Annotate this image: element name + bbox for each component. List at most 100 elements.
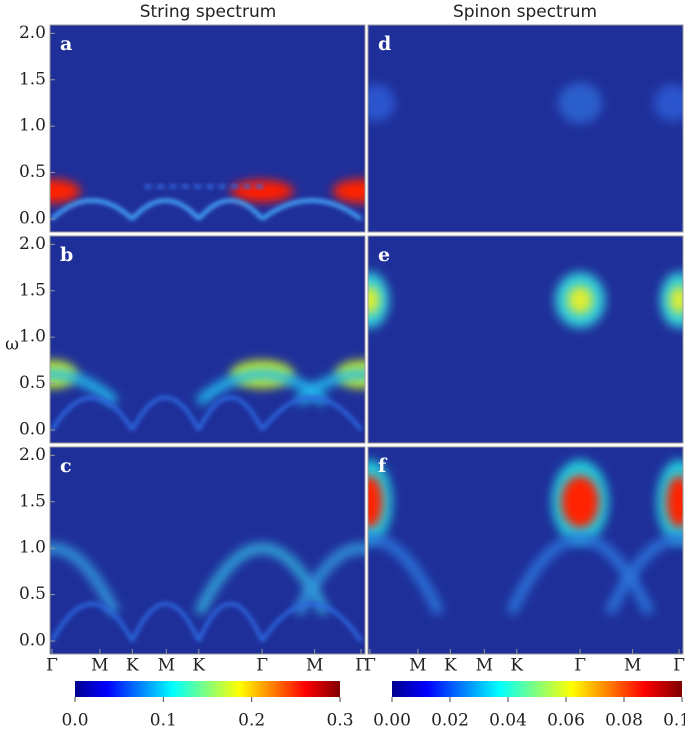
x-tick-label: Γ <box>256 656 268 676</box>
intensity-blob <box>561 475 600 528</box>
colorbar-tick-label: 0.2 <box>238 711 265 731</box>
heatmap-background <box>50 25 365 232</box>
heatmap-panel <box>368 447 683 654</box>
heatmap-panel <box>50 25 365 232</box>
panel-frame <box>49 235 366 444</box>
x-tick-label: M <box>476 656 493 676</box>
intensity-blob <box>368 84 396 122</box>
colorbar <box>392 681 682 697</box>
y-tick-label: 1.5 <box>19 69 46 89</box>
x-tick-label: Γ <box>574 656 586 676</box>
intensity-blob <box>368 286 380 314</box>
faint-dash <box>169 184 177 189</box>
faint-dash <box>157 184 165 189</box>
faint-dash <box>144 184 152 189</box>
column-title: Spinon spectrum <box>453 2 597 22</box>
panel-frame <box>367 235 684 444</box>
heatmap-background <box>368 25 683 232</box>
y-tick-label: 1.0 <box>19 538 46 558</box>
panel-label: e <box>378 244 390 266</box>
y-tick-label: 2.0 <box>19 234 46 254</box>
x-tick-label: M <box>91 656 108 676</box>
panel-frame <box>367 24 684 233</box>
x-tick-label: Γ <box>673 656 685 676</box>
faint-dash <box>181 184 189 189</box>
faint-dash <box>194 184 202 189</box>
intensity-blob <box>567 286 593 314</box>
colorbar-tick-label: 0.0 <box>61 711 88 731</box>
y-tick-label: 2.0 <box>19 445 46 465</box>
x-tick-label: K <box>444 656 457 676</box>
column-title: String spectrum <box>140 2 277 22</box>
colorbar-tick-label: 0.10 <box>663 711 685 731</box>
colorbar-tick-label: 0.06 <box>547 711 585 731</box>
heatmap-panel <box>368 25 683 232</box>
heatmap-background <box>50 236 365 443</box>
y-tick-label: 1.5 <box>19 280 46 300</box>
intensity-blob <box>50 179 81 204</box>
dispersion-band <box>293 543 365 616</box>
x-tick-label: M <box>409 656 426 676</box>
intensity-blob <box>666 475 683 528</box>
dispersion-band <box>294 369 365 406</box>
faint-dash <box>243 184 251 189</box>
intensity-blob <box>368 475 383 528</box>
intensity-blob <box>669 286 683 314</box>
x-tick-label: M <box>624 656 641 676</box>
x-tick-label: M <box>306 656 323 676</box>
colorbar-tick-label: 0.00 <box>373 711 411 731</box>
x-tick-label: Γ <box>355 656 367 676</box>
dispersion-line <box>50 198 363 221</box>
dispersion-line <box>50 395 363 432</box>
dispersion-band <box>368 534 444 616</box>
y-tick-label: 1.0 <box>19 327 46 347</box>
heatmap-background <box>50 447 365 654</box>
panel-label: d <box>378 33 391 55</box>
panel-label: c <box>60 455 72 477</box>
y-tick-label: 0.5 <box>19 162 46 182</box>
colorbar-tick-label: 0.04 <box>489 711 527 731</box>
intensity-blob <box>558 82 603 124</box>
x-tick-label: K <box>510 656 523 676</box>
colorbar <box>75 681 340 697</box>
heatmap-background <box>368 236 683 443</box>
colorbar-tick-label: 0.08 <box>605 711 643 731</box>
y-tick-label: 2.0 <box>19 23 46 43</box>
heatmap-panel <box>50 447 365 654</box>
dispersion-line <box>50 601 363 643</box>
heatmap-panel <box>50 236 365 443</box>
faint-dash <box>231 184 239 189</box>
x-tick-label: K <box>192 656 205 676</box>
intensity-blob <box>653 84 683 122</box>
panel-frame <box>49 24 366 233</box>
y-tick-label: 0.5 <box>19 373 46 393</box>
dispersion-band <box>605 534 683 616</box>
colorbar-tick-label: 0.3 <box>326 711 353 731</box>
x-tick-label: M <box>158 656 175 676</box>
panel-label: a <box>60 33 72 55</box>
colorbar-tick-label: 0.1 <box>150 711 177 731</box>
panel-frame <box>49 446 366 655</box>
panel-label: b <box>60 244 73 266</box>
heatmap-background <box>368 447 683 654</box>
panel-frame <box>367 446 684 655</box>
faint-dash <box>206 184 214 189</box>
intensity-blob <box>332 179 365 204</box>
heatmap-panel <box>368 236 683 443</box>
y-tick-label: 0.0 <box>19 420 46 440</box>
intensity-blob <box>230 179 294 203</box>
x-tick-label: Γ <box>46 656 58 676</box>
y-tick-label: 1.0 <box>19 116 46 136</box>
y-tick-label: 0.0 <box>19 631 46 651</box>
y-axis-label: ω <box>5 335 19 355</box>
colorbar-tick-label: 0.02 <box>431 711 469 731</box>
x-tick-label: K <box>126 656 139 676</box>
x-tick-label: Γ <box>364 656 376 676</box>
y-tick-label: 1.5 <box>19 491 46 511</box>
faint-dash <box>218 184 226 189</box>
y-tick-label: 0.5 <box>19 584 46 604</box>
dispersion-band <box>50 369 119 406</box>
panel-label: f <box>378 455 388 477</box>
faint-dash <box>255 184 263 189</box>
